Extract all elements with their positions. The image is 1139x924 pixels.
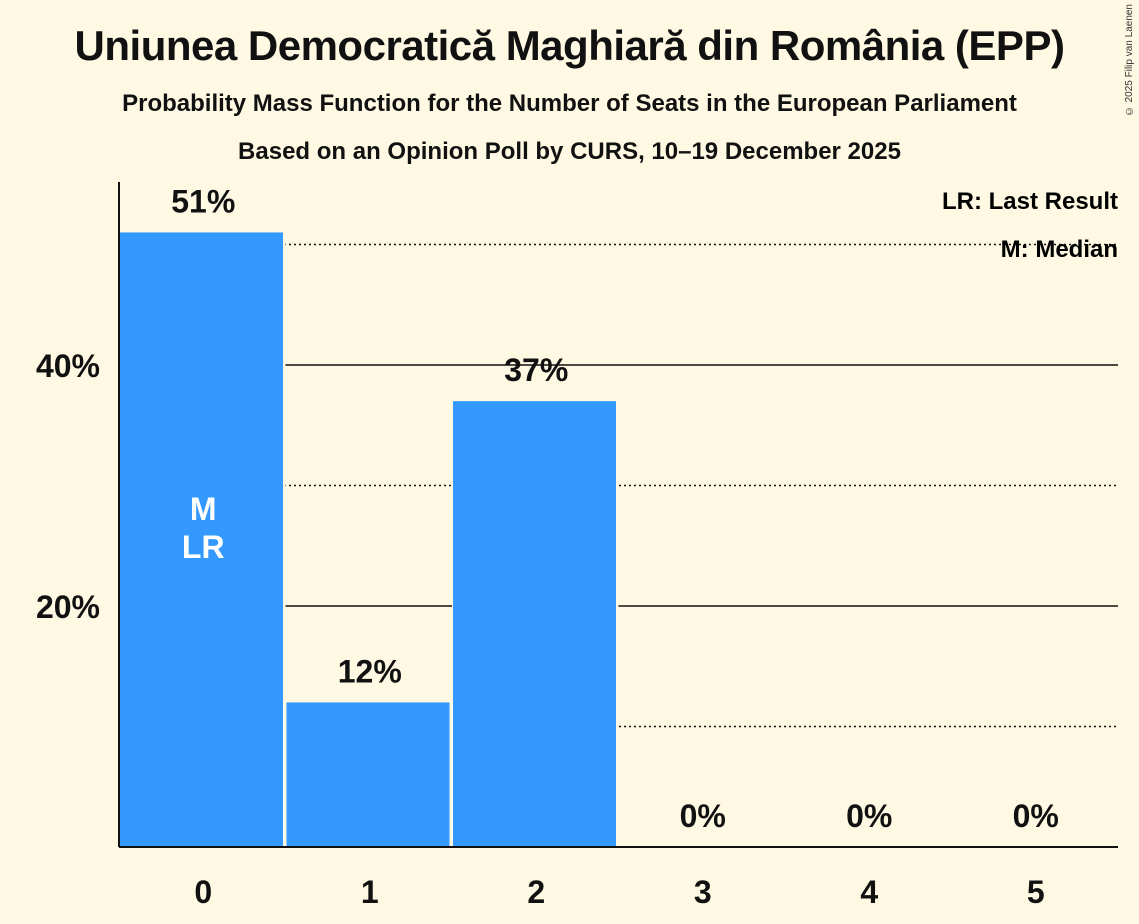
value-labels: 51% 0 12% 1 37% 2 0% 3 0% 4 0% 5 xyxy=(171,183,1059,910)
x-tick-label-1: 1 xyxy=(361,874,379,910)
value-label-1: 12% xyxy=(338,653,402,689)
chart-subtitle: Probability Mass Function for the Number… xyxy=(122,90,1017,117)
legend-median: M: Median xyxy=(1001,236,1118,263)
value-label-3: 0% xyxy=(680,798,726,834)
chart-source: Based on an Opinion Poll by CURS, 10–19 … xyxy=(238,138,901,165)
x-tick-label-2: 2 xyxy=(527,874,545,910)
value-label-2: 37% xyxy=(504,352,568,388)
bars xyxy=(119,232,619,847)
value-label-5: 0% xyxy=(1013,798,1059,834)
bar-annotations: MLR xyxy=(182,491,225,565)
bar-1 xyxy=(286,702,450,847)
legend-last-result: LR: Last Result xyxy=(942,188,1118,215)
x-tick-label-5: 5 xyxy=(1027,874,1045,910)
bar-annotation-m: M xyxy=(190,491,217,527)
x-tick-label-4: 4 xyxy=(860,874,878,910)
chart-title: Uniunea Democratică Maghiară din România… xyxy=(74,22,1065,69)
axes: 20% 40% xyxy=(36,182,1118,848)
bar-2 xyxy=(453,401,616,847)
value-label-0: 51% xyxy=(171,183,235,219)
x-tick-label-0: 0 xyxy=(194,874,212,910)
bar-0 xyxy=(120,232,283,847)
y-tick-label-20: 20% xyxy=(36,589,100,625)
bar-annotation-lr: LR xyxy=(182,529,225,565)
value-label-4: 0% xyxy=(846,798,892,834)
y-tick-label-40: 40% xyxy=(36,348,100,384)
legend: LR: Last Result M: Median xyxy=(942,188,1118,263)
x-tick-label-3: 3 xyxy=(694,874,712,910)
